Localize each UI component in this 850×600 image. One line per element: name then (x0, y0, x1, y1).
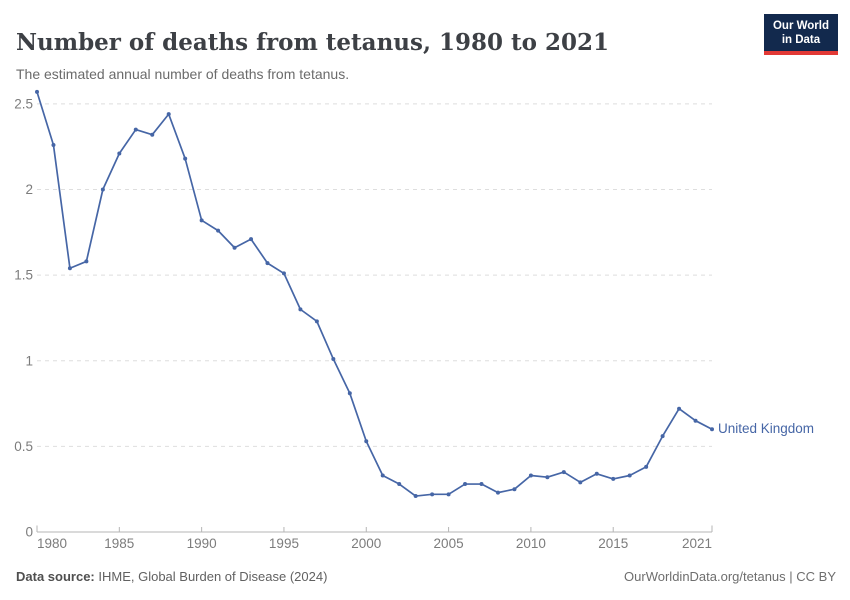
footer-credit[interactable]: OurWorldinData.org/tetanus | CC BY (624, 569, 836, 584)
data-point[interactable] (578, 480, 583, 485)
owid-logo-line2: in Data (781, 34, 821, 47)
data-point[interactable] (512, 487, 517, 492)
y-tick-label: 2 (25, 182, 33, 197)
data-point[interactable] (67, 266, 72, 271)
data-point[interactable] (446, 492, 451, 497)
y-tick-label: 1.5 (14, 268, 33, 283)
data-point[interactable] (265, 261, 270, 266)
y-tick-label: 0 (25, 525, 33, 540)
data-point[interactable] (594, 471, 599, 476)
data-point[interactable] (183, 156, 188, 161)
data-point[interactable] (249, 237, 254, 242)
data-point[interactable] (693, 418, 698, 423)
data-point[interactable] (430, 492, 435, 497)
x-tick-label: 2021 (682, 536, 712, 551)
data-point[interactable] (314, 319, 319, 324)
data-point[interactable] (347, 391, 352, 396)
data-point[interactable] (495, 490, 500, 495)
x-tick-label: 2015 (598, 536, 628, 551)
y-tick-label: 2.5 (14, 96, 33, 111)
data-point[interactable] (627, 473, 632, 478)
data-point[interactable] (51, 142, 56, 147)
x-tick-label: 1995 (269, 536, 299, 551)
data-point[interactable] (413, 494, 418, 499)
data-point[interactable] (364, 439, 369, 444)
page-title: Number of deaths from tetanus, 1980 to 2… (16, 29, 609, 57)
data-point[interactable] (528, 473, 533, 478)
data-point[interactable] (281, 271, 286, 276)
footer-source-text: IHME, Global Burden of Disease (2024) (94, 569, 328, 584)
x-tick-label: 2010 (516, 536, 546, 551)
owid-logo[interactable]: Our World in Data (763, 14, 838, 55)
data-point[interactable] (166, 112, 171, 117)
series-label[interactable]: United Kingdom (718, 421, 815, 437)
data-point[interactable] (117, 151, 122, 156)
owid-logo-line1: Our World (772, 20, 829, 32)
x-tick-label: 1990 (187, 536, 217, 551)
data-point[interactable] (479, 482, 484, 487)
data-point[interactable] (216, 228, 221, 233)
data-point[interactable] (35, 89, 39, 94)
footer-source: Data source: IHME, Global Burden of Dise… (16, 569, 327, 584)
data-point[interactable] (710, 427, 714, 432)
data-point[interactable] (380, 473, 385, 478)
data-point[interactable] (150, 132, 155, 137)
footer-source-label: Data source: (16, 569, 95, 584)
y-tick-label: 1 (25, 353, 33, 368)
data-point[interactable] (561, 470, 566, 475)
data-point[interactable] (611, 476, 616, 481)
data-point[interactable] (331, 357, 336, 362)
y-tick-label: 0.5 (14, 439, 33, 454)
data-point[interactable] (199, 218, 204, 223)
data-point[interactable] (298, 307, 303, 312)
page-subtitle: The estimated annual number of deaths fr… (16, 66, 350, 82)
data-point[interactable] (84, 259, 89, 264)
data-point[interactable] (100, 187, 105, 192)
data-point[interactable] (660, 434, 665, 439)
data-point[interactable] (644, 464, 649, 469)
data-point[interactable] (463, 482, 468, 487)
x-tick-label: 2005 (434, 536, 464, 551)
x-tick-label: 2000 (351, 536, 381, 551)
data-point[interactable] (133, 127, 138, 132)
data-point[interactable] (677, 406, 682, 411)
data-line[interactable] (36, 91, 713, 497)
x-tick-label: 1980 (37, 536, 67, 551)
x-tick-label: 1985 (104, 536, 134, 551)
data-point[interactable] (232, 245, 237, 250)
data-point[interactable] (545, 475, 550, 480)
data-point[interactable] (397, 482, 402, 487)
